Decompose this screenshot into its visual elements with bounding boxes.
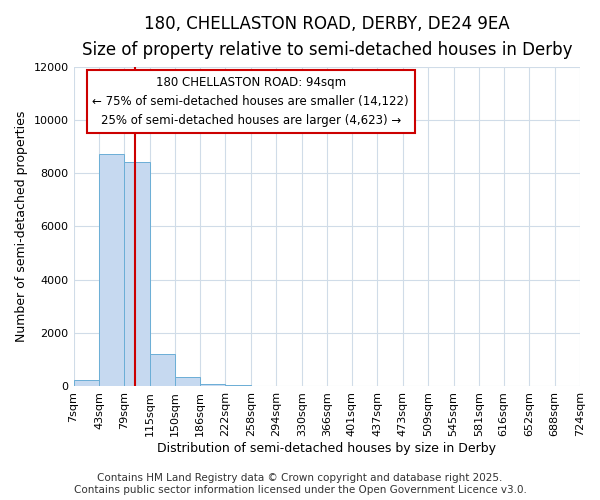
Bar: [99, 154, 124, 386]
Bar: [175, 377, 200, 386]
Bar: [150, 354, 175, 386]
Text: 180 CHELLASTON ROAD: 94sqm
← 75% of semi-detached houses are smaller (14,122)
25: 180 CHELLASTON ROAD: 94sqm ← 75% of semi…: [92, 76, 409, 127]
Bar: [124, 162, 150, 386]
Text: Contains HM Land Registry data © Crown copyright and database right 2025.
Contai: Contains HM Land Registry data © Crown c…: [74, 474, 526, 495]
X-axis label: Distribution of semi-detached houses by size in Derby: Distribution of semi-detached houses by …: [157, 442, 496, 455]
Bar: [200, 384, 226, 386]
Bar: [226, 385, 251, 386]
Title: 180, CHELLASTON ROAD, DERBY, DE24 9EA
Size of property relative to semi-detached: 180, CHELLASTON ROAD, DERBY, DE24 9EA Si…: [82, 15, 572, 60]
Y-axis label: Number of semi-detached properties: Number of semi-detached properties: [15, 111, 28, 342]
Bar: [74, 380, 99, 386]
